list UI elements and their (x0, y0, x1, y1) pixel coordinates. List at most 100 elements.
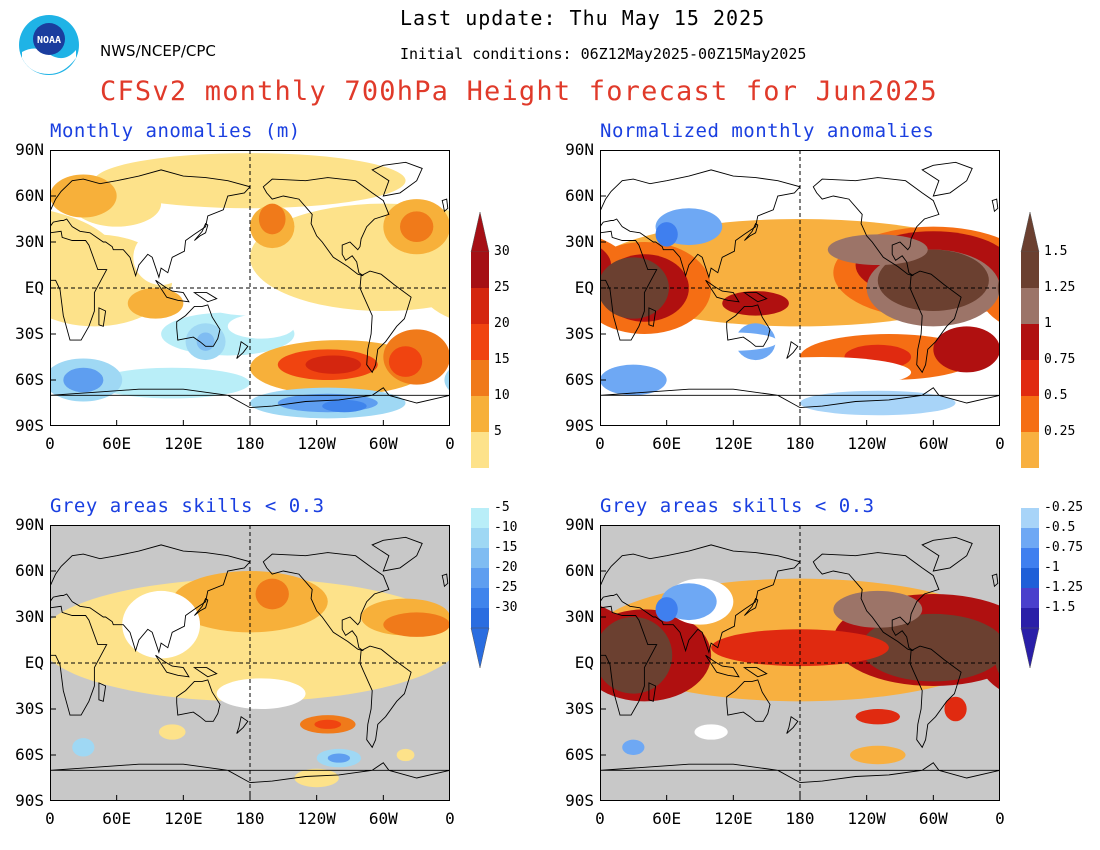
lat-label: 30N (15, 607, 44, 626)
anomaly-contour (850, 745, 906, 765)
colorbar-label: -0.5 (1044, 520, 1076, 535)
colorbar-label: 25 (494, 280, 510, 295)
colorbar-label: 0.75 (1044, 352, 1076, 367)
lon-label: 60W (368, 434, 398, 453)
coastline (744, 222, 759, 241)
anomaly-contour (655, 222, 678, 247)
lon-label: 180 (785, 809, 815, 828)
colorbar-swatch (1021, 360, 1039, 396)
anomaly-contour (305, 355, 362, 374)
coastline (991, 573, 999, 588)
colorbar-label: 20 (494, 316, 510, 331)
colorbar-label: -1.5 (1044, 600, 1076, 615)
lon-label: 60W (368, 809, 398, 828)
lon-label: 180 (235, 434, 265, 453)
coastline (705, 654, 740, 678)
lat-label: 90N (565, 515, 594, 534)
lon-label: 120W (847, 434, 886, 453)
lon-label: 120E (164, 809, 203, 828)
colorbar-label: -0.75 (1044, 540, 1084, 555)
coastline (726, 304, 771, 347)
colorbar-label: -5 (494, 500, 510, 515)
lat-label: 30N (565, 232, 594, 251)
anomaly-contour (396, 748, 415, 762)
coastline (176, 679, 221, 722)
coastline (921, 161, 973, 197)
anomaly-contour (655, 597, 678, 622)
colorbar-label: -0.25 (1044, 500, 1084, 515)
anomaly-contour (255, 578, 289, 610)
lon-label: 0 (45, 434, 55, 453)
coastline (742, 292, 768, 303)
coastline (236, 340, 249, 359)
coastline (50, 544, 251, 654)
anomaly-contour (688, 332, 778, 351)
anomaly-contour (322, 399, 367, 413)
anomaly-contour (127, 288, 184, 319)
map-skill-anomalies (50, 525, 450, 801)
colorbar-swatch (1021, 548, 1039, 568)
last-update: Last update: Thu May 15 2025 (400, 6, 766, 30)
colorbar-normalized (1020, 212, 1040, 669)
lon-label: 0 (595, 434, 605, 453)
agency-label: NWS/NCEP/CPC (100, 42, 216, 60)
coastline (648, 307, 657, 327)
coastline (786, 715, 799, 734)
anomaly-contour (122, 590, 200, 659)
lon-label: 60E (652, 809, 682, 828)
colorbar-swatch (1021, 324, 1039, 360)
logo-text: NOAA (37, 35, 61, 46)
coastline (600, 762, 1000, 784)
coastline (192, 667, 218, 678)
anomaly-contour (227, 314, 295, 339)
colorbar-label: 5 (494, 424, 502, 439)
colorbar-swatch (471, 288, 489, 324)
lat-label: 60N (15, 186, 44, 205)
anomaly-contour (94, 367, 250, 399)
coastline (600, 544, 801, 654)
anomaly-contour (877, 249, 989, 311)
colorbar-label: 10 (494, 388, 510, 403)
lat-label: 60S (15, 370, 44, 389)
lat-label: 90N (565, 140, 594, 159)
anomaly-contour (855, 709, 900, 725)
lat-label: 90N (15, 140, 44, 159)
lat-label: EQ (574, 278, 594, 297)
lon-label: 60E (652, 434, 682, 453)
lat-label: 90S (565, 791, 594, 810)
colorbar-label: -15 (494, 540, 518, 555)
lon-label: 60E (102, 809, 132, 828)
coastline (705, 279, 740, 303)
lon-label: 120E (164, 434, 203, 453)
anomaly-contour (622, 739, 645, 755)
coastline (909, 645, 962, 749)
lon-label: 60W (918, 809, 948, 828)
noaa-logo: NOAA (18, 14, 80, 76)
coastline (371, 536, 423, 572)
coastline (600, 169, 801, 279)
coastline (194, 597, 209, 616)
main-title: CFSv2 monthly 700hPa Height forecast for… (100, 76, 938, 107)
lat-label: 30S (15, 324, 44, 343)
coastline (812, 177, 940, 277)
anomaly-contour (416, 242, 450, 319)
lon-label: 0 (445, 809, 455, 828)
colorbar-label: -20 (494, 560, 518, 575)
colorbar-swatch (1021, 432, 1039, 468)
colorbar-swatch (1021, 508, 1039, 528)
anomaly-contour (327, 753, 350, 763)
colorbar-swatch (471, 608, 489, 628)
coastline (192, 292, 218, 303)
anomaly-contour (800, 390, 956, 416)
anomaly-contour (133, 229, 189, 285)
lon-label: 0 (995, 434, 1005, 453)
anomaly-contour (294, 768, 339, 788)
colorbar-swatch (1021, 588, 1039, 608)
lon-label: 0 (995, 809, 1005, 828)
anomaly-contour (172, 571, 328, 633)
lat-label: 60N (565, 561, 594, 580)
coastline (236, 715, 249, 734)
lat-label: 60S (15, 745, 44, 764)
anomaly-contour (50, 620, 62, 660)
lat-label: 90S (565, 416, 594, 435)
